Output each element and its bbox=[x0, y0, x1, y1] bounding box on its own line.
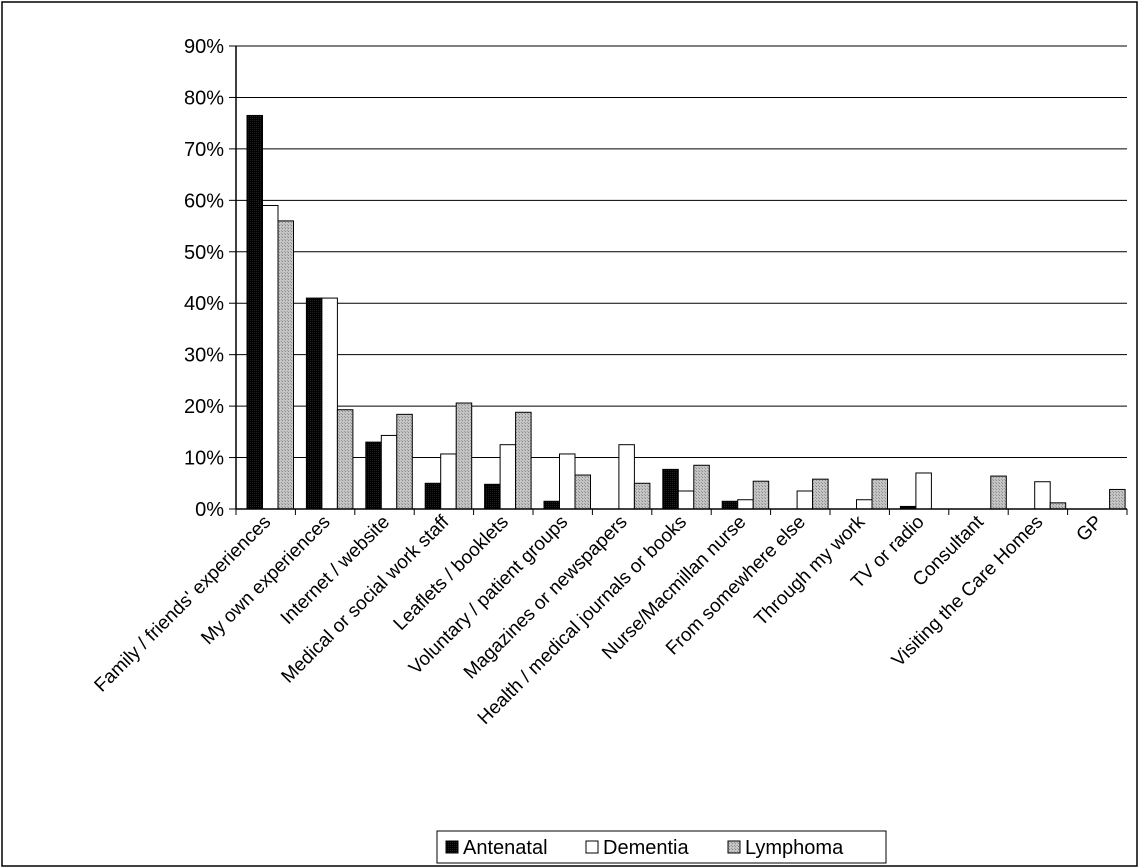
y-tick-label: 30% bbox=[184, 345, 224, 367]
bar-dementia bbox=[440, 453, 457, 510]
bar-lymphoma bbox=[990, 475, 1007, 510]
y-tick-labels: 0% 10% 20% 30% 40% 50% 60% 70% 80% 90% bbox=[184, 36, 224, 521]
bar-antenatal bbox=[543, 500, 560, 510]
y-tick-label: 0% bbox=[195, 499, 224, 521]
bar-dementia bbox=[499, 444, 517, 510]
bar-antenatal bbox=[246, 114, 263, 510]
bar-antenatal bbox=[721, 500, 739, 510]
bar-dementia bbox=[380, 434, 398, 510]
bar-dementia bbox=[677, 490, 695, 510]
bar-lymphoma bbox=[693, 464, 710, 510]
bar-dementia bbox=[737, 499, 754, 510]
y-tick-label: 40% bbox=[184, 293, 224, 315]
y-tick-label: 80% bbox=[184, 87, 224, 109]
bar-antenatal bbox=[365, 441, 382, 510]
bar-lymphoma bbox=[277, 220, 294, 510]
axes bbox=[229, 45, 1128, 515]
bar-lymphoma bbox=[455, 402, 473, 510]
legend-label: Antenatal bbox=[463, 837, 548, 859]
bar-dementia bbox=[559, 453, 576, 510]
y-tick-label: 50% bbox=[184, 242, 224, 264]
bar-dementia bbox=[915, 472, 932, 510]
bar-lymphoma bbox=[1049, 502, 1067, 510]
legend-box bbox=[436, 830, 887, 864]
bar-lymphoma bbox=[574, 474, 591, 510]
bar-lymphoma bbox=[752, 480, 770, 510]
gridlines bbox=[236, 45, 1127, 459]
legend-swatch-dementia bbox=[585, 840, 599, 854]
y-tick-label: 90% bbox=[184, 36, 224, 58]
bar-antenatal bbox=[305, 297, 323, 510]
y-tick-label: 70% bbox=[184, 139, 224, 161]
bar-dementia bbox=[856, 499, 873, 510]
bar-antenatal bbox=[424, 482, 442, 510]
bar-lymphoma bbox=[396, 413, 413, 510]
bar-lymphoma bbox=[336, 409, 354, 510]
legend: Antenatal Dementia Lymphoma bbox=[436, 830, 887, 864]
legend-swatch-lymphoma bbox=[727, 840, 741, 854]
bar-dementia bbox=[796, 490, 814, 510]
bar-lymphoma bbox=[1109, 488, 1126, 510]
bar-lymphoma bbox=[812, 478, 829, 510]
bar-dementia bbox=[618, 444, 635, 510]
bar-dementia bbox=[1034, 481, 1051, 510]
bar-dementia bbox=[262, 204, 279, 510]
legend-swatch-antenatal bbox=[445, 840, 459, 854]
legend-label: Dementia bbox=[603, 837, 689, 859]
bar-lymphoma bbox=[515, 411, 532, 510]
bar-lymphoma bbox=[633, 482, 651, 510]
bar-lymphoma bbox=[871, 478, 888, 510]
legend-label: Lymphoma bbox=[745, 837, 844, 859]
y-tick-label: 10% bbox=[184, 448, 224, 470]
y-tick-label: 20% bbox=[184, 396, 224, 418]
bars bbox=[246, 114, 1126, 510]
y-tick-label: 60% bbox=[184, 190, 224, 212]
bar-dementia bbox=[321, 297, 338, 510]
bar-antenatal bbox=[662, 468, 679, 510]
bar-antenatal bbox=[484, 483, 501, 510]
